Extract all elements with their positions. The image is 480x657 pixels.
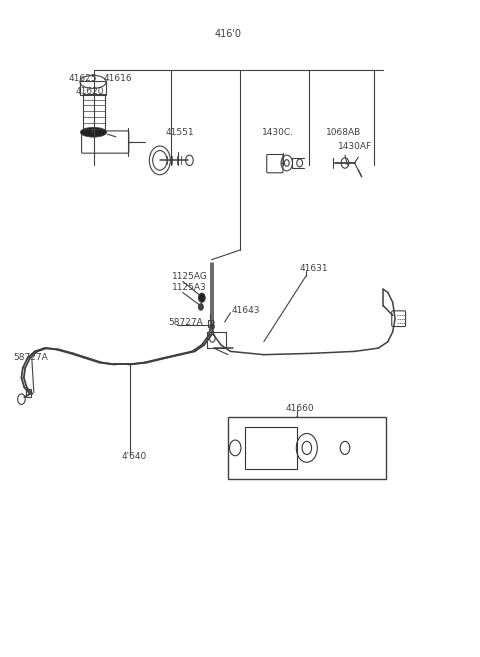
Text: 4'640: 4'640 [121, 451, 147, 461]
Text: 41625: 41625 [68, 74, 96, 83]
Text: 58727A: 58727A [168, 318, 203, 327]
Circle shape [210, 324, 214, 329]
Text: 1430AF: 1430AF [338, 142, 372, 151]
Text: 41660: 41660 [285, 404, 314, 413]
Ellipse shape [80, 127, 107, 137]
Text: 41551: 41551 [166, 127, 195, 137]
Text: 1125A3: 1125A3 [172, 283, 207, 292]
Text: 1068AB: 1068AB [326, 127, 361, 137]
Circle shape [199, 304, 203, 310]
Text: 41620: 41620 [75, 87, 104, 96]
Circle shape [199, 293, 205, 302]
Text: 58727A: 58727A [13, 353, 48, 363]
Text: 41631: 41631 [300, 264, 328, 273]
Text: 416'0: 416'0 [215, 29, 241, 39]
Bar [83, 95, 105, 132]
Text: 41616: 41616 [104, 74, 132, 83]
Text: 41643: 41643 [232, 306, 260, 315]
Text: 1430C.: 1430C. [262, 127, 293, 137]
Bar [228, 417, 385, 479]
Text: 1125AG: 1125AG [172, 271, 208, 281]
Bar [245, 426, 297, 469]
